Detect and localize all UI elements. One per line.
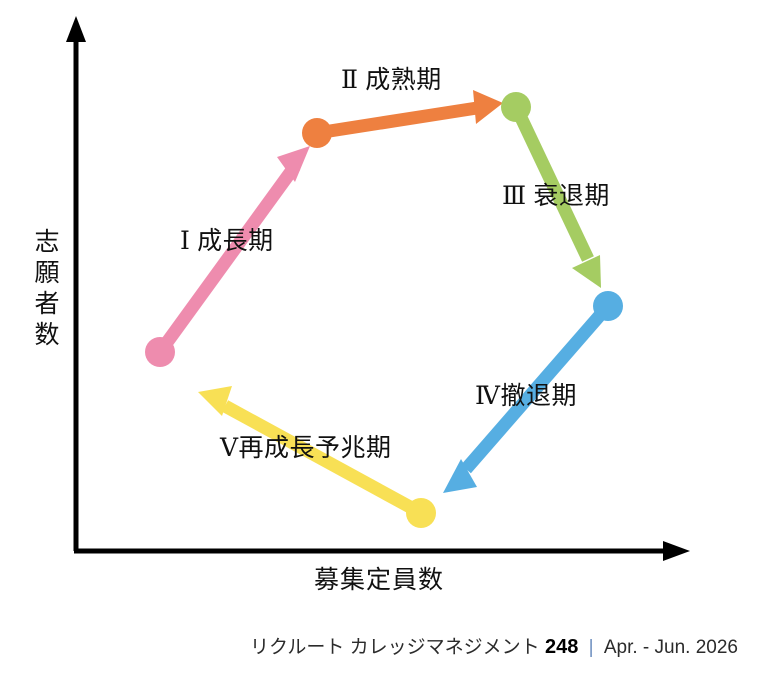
phase-label-growth: Ⅰ 成長期 xyxy=(180,228,274,255)
footer-issue-number: 248 xyxy=(544,636,579,658)
y-axis-label: 志願者数 xyxy=(34,229,60,349)
footer-separator: | xyxy=(588,637,594,658)
data-point-decline xyxy=(501,92,531,122)
footer-publication: リクルート カレッジマネジメント xyxy=(249,637,540,658)
footer-credit: リクルート カレッジマネジメント 248 | Apr. - Jun. 2026 xyxy=(0,632,738,659)
x-axis-label: 募集定員数 xyxy=(313,567,444,594)
segment-withdrawal-arrow xyxy=(443,301,613,493)
segment-maturity-arrow xyxy=(315,90,503,140)
phase-label-withdrawal: Ⅳ撤退期 xyxy=(475,383,577,410)
cycle-chart-svg xyxy=(66,16,690,561)
footer-issue-date: Apr. - Jun. 2026 xyxy=(603,637,738,658)
data-point-growth xyxy=(145,337,175,367)
axes-group xyxy=(66,16,690,561)
phase-label-maturity: Ⅱ 成熟期 xyxy=(341,67,442,94)
data-point-withdrawal xyxy=(593,291,623,321)
segment-growth-arrow xyxy=(154,146,310,356)
data-point-maturity xyxy=(302,118,332,148)
phase-label-regrowth: Ⅴ再成長予兆期 xyxy=(220,435,392,462)
x-axis-arrowhead xyxy=(663,541,690,561)
data-point-regrowth xyxy=(406,498,436,528)
y-axis-arrowhead xyxy=(66,16,86,42)
segment-decline-arrow xyxy=(510,104,601,288)
segment-regrowth-arrow xyxy=(198,386,425,519)
phase-label-decline: Ⅲ 衰退期 xyxy=(502,183,610,210)
